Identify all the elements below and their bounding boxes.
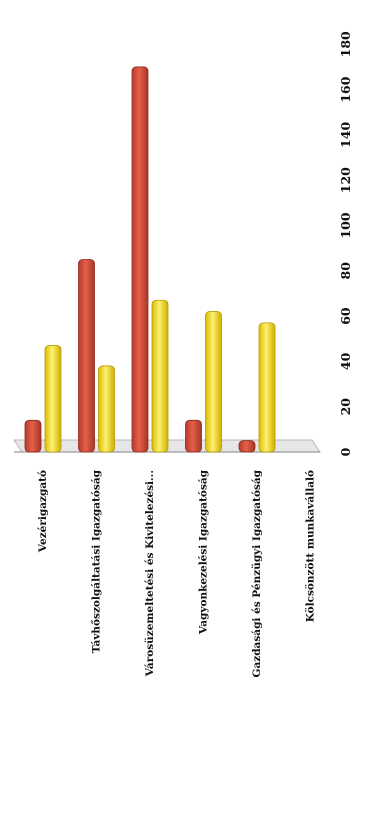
bar-series-1-2: [78, 259, 95, 453]
value-axis-ticks: 0 20 40 60 80 100 120 140 160 180: [338, 31, 353, 456]
value-tick-label: 100: [338, 212, 353, 238]
bar-series-2-3: [151, 299, 169, 453]
bar-series-1-4: [185, 419, 202, 453]
value-tick-label: 140: [338, 122, 353, 148]
bar-series-1-3: [131, 66, 149, 453]
bar-series-2-1: [44, 345, 62, 453]
value-tick-label: 160: [338, 76, 353, 102]
category-label-5: Gazdasági és Pénzügyi Igazgatóság: [251, 469, 263, 677]
value-tick-label: 20: [338, 398, 353, 416]
bar-series-1-5: [238, 440, 256, 453]
category-labels: Vezérigazgató Távhőszolgáltatási Igazgató…: [37, 469, 317, 677]
bar-series-2-2: [98, 365, 115, 453]
category-label-2: Távhőszolgáltatási Igazgatóság: [90, 469, 103, 653]
value-tick-label: 40: [338, 352, 353, 370]
category-label-4: Vagyonkezelési Igazgatóság: [198, 469, 210, 635]
category-label-6: Kölcsönzött munkavállaló: [305, 470, 317, 622]
value-tick-label: 180: [338, 31, 353, 57]
category-label-1: Vezérigazgató: [37, 470, 49, 553]
bar-series-2-5: [258, 322, 276, 453]
value-tick-label: 60: [338, 307, 353, 325]
bar-series-2-4: [205, 311, 222, 453]
value-tick-label: 80: [338, 262, 353, 280]
bar-series-1-1: [24, 419, 42, 453]
bars: [24, 66, 276, 453]
category-label-3: Városüzemeltetési és Kivitelezési...: [144, 470, 156, 677]
value-tick-label: 0: [338, 447, 353, 456]
value-tick-label: 120: [338, 167, 353, 193]
